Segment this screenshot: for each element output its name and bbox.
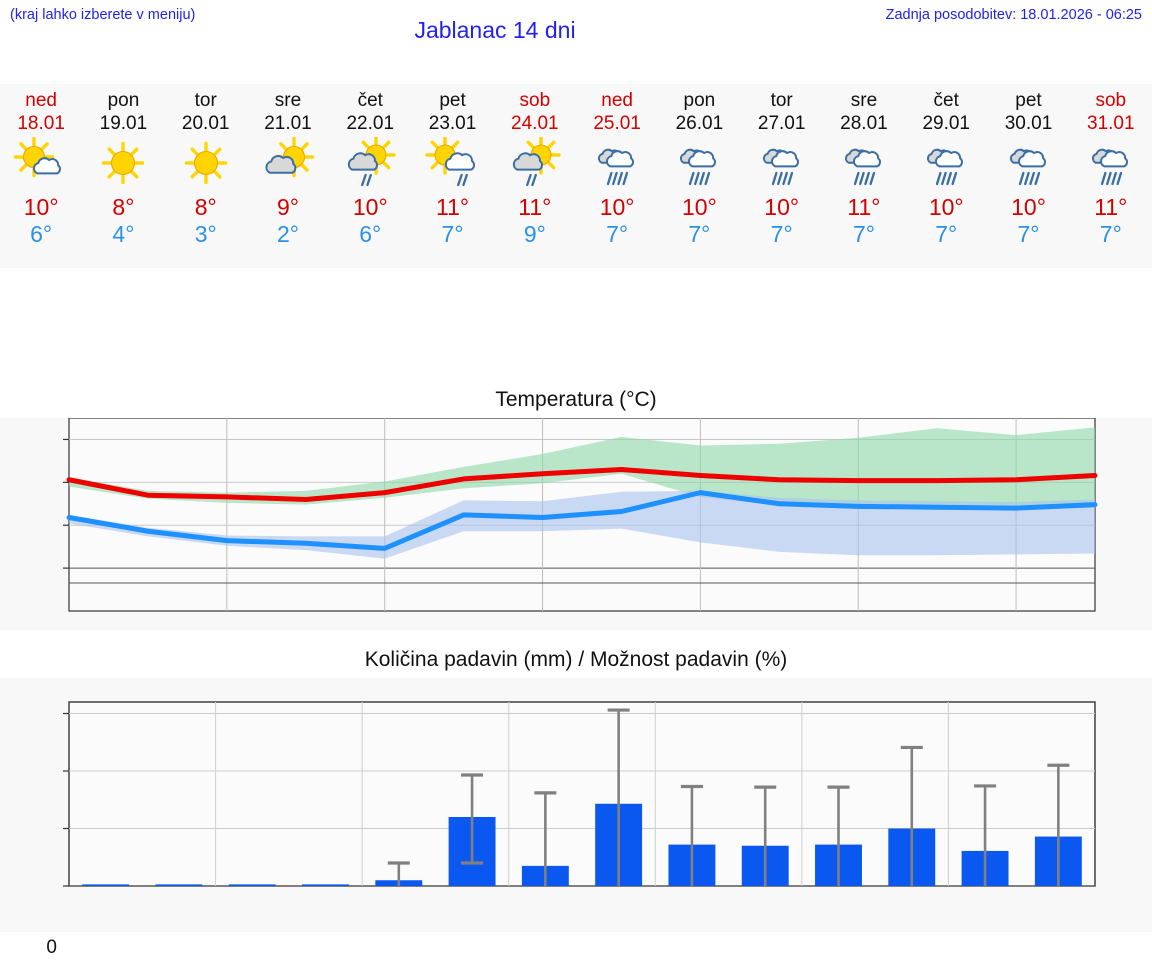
day-date: 28.01 <box>840 113 888 134</box>
forecast-day-column[interactable]: sre 21.01 9° 2° <box>247 84 329 268</box>
forecast-day-column[interactable]: tor 20.01 8° 3° <box>165 84 247 268</box>
day-date: 27.01 <box>757 113 806 134</box>
forecast-day-column[interactable]: tor 27.01 10° 7° <box>741 84 823 268</box>
day-temp-max: 8° <box>194 194 217 220</box>
last-update-text: Zadnja posodobitev: 18.01.2026 - 06:25 <box>885 7 1142 23</box>
day-temp-min: 7° <box>1017 221 1040 247</box>
cloud-rain-icon <box>905 136 987 194</box>
day-temp-min: 7° <box>441 221 464 247</box>
day-date: 22.01 <box>346 113 395 134</box>
daily-forecast-strip: ned 18.01 10° 6° pon 19.01 8° 4° tor 20.01 8° 3° sre… <box>0 84 1152 268</box>
forecast-day-column[interactable]: pon 26.01 10° 7° <box>658 84 740 268</box>
day-temp-max: 10° <box>764 194 800 220</box>
precipitation-chart-title: Količina padavin (mm) / Možnost padavin … <box>0 642 1152 678</box>
day-temp-min: 4° <box>112 221 135 247</box>
day-name: pon <box>683 90 716 111</box>
day-name: sob <box>519 90 551 111</box>
page-title: Jablanac 14 dni <box>414 17 576 43</box>
cloud-rain-icon <box>658 136 740 194</box>
day-temp-min: 3° <box>194 221 217 247</box>
cloud-rain-icon <box>1070 136 1152 194</box>
precipitation-chart-panel: Količina padavin (mm) / Možnost padavin … <box>0 642 1152 932</box>
forecast-day-column[interactable]: čet 29.01 10° 7° <box>905 84 987 268</box>
day-date: 23.01 <box>428 113 477 134</box>
forecast-day-column[interactable]: pet 30.01 10° 7° <box>987 84 1069 268</box>
day-temp-min: 2° <box>276 221 299 247</box>
day-temp-min: 7° <box>606 221 629 247</box>
day-temp-max: 10° <box>928 194 964 220</box>
day-date: 25.01 <box>593 113 641 134</box>
day-temp-max: 10° <box>1011 194 1046 220</box>
day-temp-max: 9° <box>276 194 299 220</box>
forecast-day-column[interactable]: sob 31.01 11° 7° <box>1070 84 1152 268</box>
day-temp-max: 10° <box>682 194 717 220</box>
sun-greycloud-rain-icon <box>494 136 576 194</box>
day-date: 30.01 <box>1004 113 1053 134</box>
day-temp-max: 10° <box>352 194 388 220</box>
forecast-day-column[interactable]: ned 18.01 10° 6° <box>0 84 82 268</box>
day-date: 24.01 <box>511 113 559 134</box>
day-date: 31.01 <box>1087 113 1135 134</box>
day-date: 19.01 <box>99 113 148 134</box>
day-date: 20.01 <box>181 113 230 134</box>
day-date: 21.01 <box>264 113 312 134</box>
day-date: 29.01 <box>922 113 970 134</box>
temperature-chart-panel: Temperatura (°C) 051015© vreme.us & vrem… <box>0 382 1152 958</box>
day-temp-min: 7° <box>688 221 711 247</box>
sun-cloud-icon <box>0 136 82 194</box>
day-temp-max: 10° <box>599 194 635 220</box>
day-temp-min: 7° <box>1099 221 1122 247</box>
day-name: ned <box>601 90 633 111</box>
forecast-day-column[interactable]: pet 23.01 11° 7° <box>411 84 493 268</box>
day-name: sre <box>274 90 302 111</box>
day-name: sre <box>850 90 878 111</box>
precipitation-chart <box>0 642 1152 932</box>
day-name: čet <box>933 90 959 111</box>
day-name: ned <box>25 90 57 111</box>
day-temp-min: 9° <box>523 221 546 247</box>
page-header: (kraj lahko izberete v meniju) Jablanac … <box>0 0 1152 62</box>
forecast-day-column[interactable]: sob 24.01 11° 9° <box>494 84 576 268</box>
day-temp-max: 10° <box>23 194 59 220</box>
day-name: sob <box>1095 90 1127 111</box>
day-temp-max: 11° <box>1094 194 1128 220</box>
day-date: 26.01 <box>675 113 724 134</box>
temperature-y-tick-label: 0 <box>46 937 57 959</box>
day-temp-min: 7° <box>852 221 875 247</box>
day-temp-max: 11° <box>847 194 881 220</box>
forecast-day-column[interactable]: pon 19.01 8° 4° <box>82 84 164 268</box>
temperature-chart <box>0 382 1152 630</box>
forecast-day-column[interactable]: sre 28.01 11° 7° <box>823 84 905 268</box>
location-hint: (kraj lahko izberete v meniju) <box>10 7 196 23</box>
day-name: tor <box>770 90 793 111</box>
forecast-day-column[interactable]: čet 22.01 10° 6° <box>329 84 411 268</box>
cloud-rain-icon <box>987 136 1069 194</box>
cloud-rain-icon <box>741 136 823 194</box>
cloud-rain-icon <box>823 136 905 194</box>
day-date: 18.01 <box>17 113 65 134</box>
day-name: pet <box>1015 90 1042 111</box>
day-name: pon <box>107 90 140 111</box>
day-temp-max: 8° <box>112 194 135 220</box>
forecast-day-column[interactable]: ned 25.01 10° 7° <box>576 84 658 268</box>
day-name: čet <box>357 90 383 111</box>
cloud-rain-icon <box>576 136 658 194</box>
sun-greycloud-icon <box>247 136 329 194</box>
sun-greycloud-rain-icon <box>329 136 411 194</box>
sun-icon <box>165 136 247 194</box>
day-name: pet <box>439 90 466 111</box>
sun-cloud-rain-icon <box>411 136 493 194</box>
day-temp-min: 6° <box>359 221 382 247</box>
day-name: tor <box>194 90 217 111</box>
day-temp-min: 7° <box>770 221 793 247</box>
day-temp-max: 11° <box>436 194 470 220</box>
day-temp-min: 7° <box>935 221 958 247</box>
sun-icon <box>82 136 164 194</box>
day-temp-max: 11° <box>518 194 552 220</box>
temperature-chart-title: Temperatura (°C) <box>0 382 1152 418</box>
day-temp-min: 6° <box>30 221 53 247</box>
